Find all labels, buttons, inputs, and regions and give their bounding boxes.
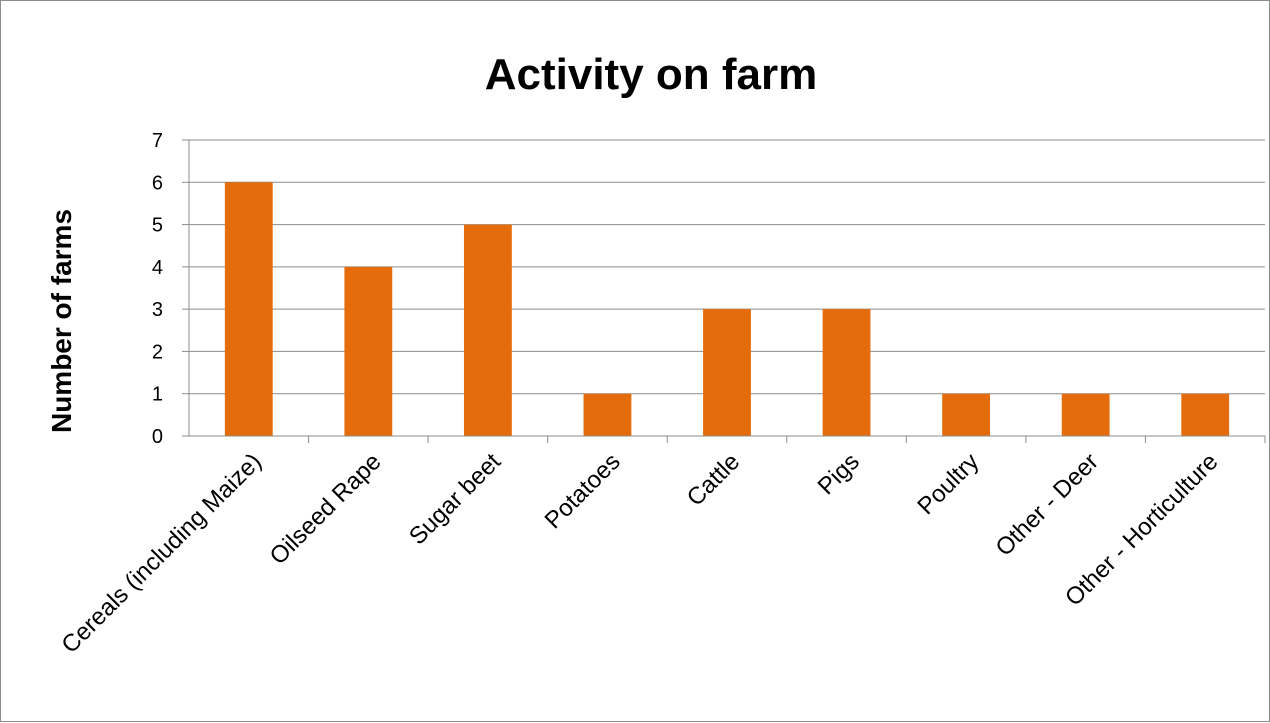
x-category-label: Sugar beet — [404, 448, 506, 550]
y-tick-label: 5 — [152, 215, 163, 237]
bar — [822, 309, 871, 436]
x-category-label: Oilseed Rape — [265, 448, 387, 570]
y-axis-label: Number of farms — [46, 209, 77, 433]
y-tick-label: 2 — [152, 341, 163, 363]
y-tick-label: 1 — [152, 384, 163, 406]
bar — [463, 224, 512, 436]
y-tick-label: 0 — [152, 426, 163, 448]
x-category-label: Cattle — [682, 448, 745, 511]
bar — [1181, 393, 1230, 436]
bar — [942, 393, 991, 436]
x-category-label: Pigs — [813, 448, 865, 500]
bar — [703, 309, 751, 436]
bar — [583, 393, 632, 436]
y-tick-label: 3 — [152, 299, 163, 321]
x-category-label: Cereals (including Maize) — [56, 448, 267, 659]
bar — [1061, 393, 1110, 436]
bar — [344, 266, 393, 436]
x-category-label: Other - Deer — [991, 448, 1104, 561]
y-tick-label: 6 — [152, 172, 163, 194]
bar — [224, 182, 273, 436]
x-category-labels: Cereals (including Maize)Oilseed Rape Sug… — [56, 448, 1223, 659]
y-tick-label: 7 — [152, 130, 163, 152]
x-category-label: Poultry — [912, 448, 984, 520]
x-category-label: Potatoes — [540, 448, 626, 534]
y-tick-labels: 0 1 2 3 4 5 6 7 — [152, 130, 163, 448]
y-tick-label: 4 — [152, 257, 163, 279]
chart-title: Activity on farm — [485, 50, 818, 99]
axes — [182, 139, 1266, 443]
bars — [224, 182, 1230, 436]
